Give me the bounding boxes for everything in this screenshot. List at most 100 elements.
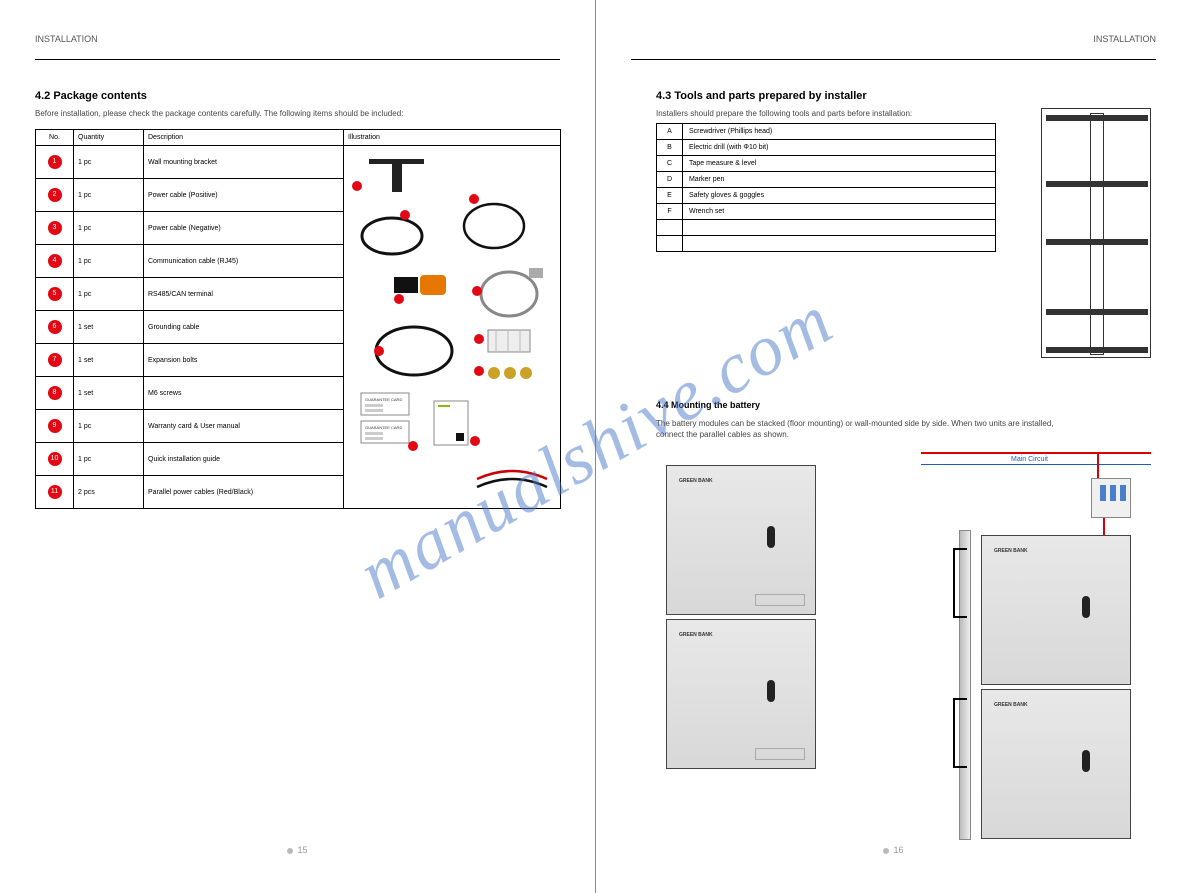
row-dot: 1 bbox=[36, 146, 74, 179]
section-4-4-title: 4.4 Mounting the battery bbox=[596, 400, 760, 410]
breaker-switch-icon bbox=[1110, 485, 1116, 501]
wire-black bbox=[953, 698, 967, 768]
parallel-cables-icon bbox=[472, 461, 552, 501]
left-header: INSTALLATION bbox=[0, 28, 595, 44]
battery-unit: GREEN BANK bbox=[981, 535, 1131, 685]
red-dot-icon: 8 bbox=[48, 386, 62, 400]
battery-unit: GREEN BANK bbox=[981, 689, 1131, 839]
led-panel-icon bbox=[767, 526, 775, 548]
bracket-rail bbox=[1090, 113, 1104, 355]
red-dot-icon: 5 bbox=[48, 287, 62, 301]
row-desc: Parallel power cables (Red/Black) bbox=[144, 476, 344, 509]
row-qty: 1 pc bbox=[74, 443, 144, 476]
cell-key: A bbox=[657, 124, 683, 140]
battery-unit: GREEN BANK bbox=[666, 465, 816, 615]
cell-key: C bbox=[657, 156, 683, 172]
table-row: DMarker pen bbox=[657, 172, 996, 188]
led-panel-icon bbox=[767, 680, 775, 702]
row-qty: 1 pc bbox=[74, 245, 144, 278]
table-row: AScrewdriver (Phillips head) bbox=[657, 124, 996, 140]
red-dot-icon: 10 bbox=[48, 452, 62, 466]
section-4-4-intro: The battery modules can be stacked (floo… bbox=[596, 418, 1096, 440]
bracket-arm bbox=[1046, 347, 1148, 353]
brand-label: GREEN BANK bbox=[679, 632, 713, 638]
breaker-switch-icon bbox=[1120, 485, 1126, 501]
bracket-icon bbox=[364, 154, 429, 194]
row-dot: 9 bbox=[36, 410, 74, 443]
warranty-card-icon: GUARANTEE CARD GUARANTEE CARD bbox=[359, 391, 414, 451]
cable-icon bbox=[459, 196, 529, 256]
table-row bbox=[657, 220, 996, 236]
battery-stack-side: GREEN BANK GREEN BANK bbox=[981, 535, 1131, 843]
two-page-spread: INSTALLATION 4.2 Package contents Before… bbox=[0, 0, 1191, 893]
tools-table: AScrewdriver (Phillips head) BElectric d… bbox=[656, 123, 996, 252]
battery-stack-front: GREEN BANK GREEN BANK bbox=[666, 465, 816, 773]
bracket-arm bbox=[1046, 309, 1148, 315]
brand-label: GREEN BANK bbox=[994, 548, 1028, 554]
cell-val: Safety gloves & goggles bbox=[682, 188, 995, 204]
cell-val bbox=[682, 236, 995, 252]
screws-icon bbox=[484, 361, 534, 386]
cell-key bbox=[657, 220, 683, 236]
red-dot-icon: 11 bbox=[48, 485, 62, 499]
bolts-icon bbox=[484, 326, 534, 356]
red-dot-icon: 7 bbox=[48, 353, 62, 367]
wire-blue bbox=[921, 464, 1151, 465]
table-row: 1 1 pc Wall mounting bracket bbox=[36, 146, 561, 179]
page-num-text: 16 bbox=[893, 845, 903, 855]
red-dot-icon: 9 bbox=[48, 419, 62, 433]
cell-key: D bbox=[657, 172, 683, 188]
cell-val: Tape measure & level bbox=[682, 156, 995, 172]
red-dot-icon bbox=[474, 366, 484, 376]
th-qty: Quantity bbox=[74, 130, 144, 146]
page-num-text: 15 bbox=[297, 845, 307, 855]
right-header: INSTALLATION bbox=[596, 28, 1191, 44]
cell-key: B bbox=[657, 140, 683, 156]
table-row: FWrench set bbox=[657, 204, 996, 220]
cell-val: Marker pen bbox=[682, 172, 995, 188]
row-qty: 1 pc bbox=[74, 179, 144, 212]
th-desc: Description bbox=[144, 130, 344, 146]
section-4-2-title: 4.2 Package contents bbox=[0, 60, 595, 108]
cell-key: F bbox=[657, 204, 683, 220]
red-dot-icon bbox=[470, 436, 480, 446]
th-illustration: Illustration bbox=[344, 130, 561, 146]
rating-label bbox=[755, 594, 805, 606]
row-qty: 1 pc bbox=[74, 146, 144, 179]
table-row bbox=[657, 236, 996, 252]
red-dot-icon: 6 bbox=[48, 320, 62, 334]
brand-label: GREEN BANK bbox=[679, 478, 713, 484]
section-4-2-intro: Before installation, please check the pa… bbox=[0, 108, 595, 119]
red-dot-icon: 3 bbox=[48, 221, 62, 235]
row-qty: 1 set bbox=[74, 344, 144, 377]
row-dot: 8 bbox=[36, 377, 74, 410]
led-panel-icon bbox=[1082, 596, 1090, 618]
bracket-diagram bbox=[1041, 108, 1151, 358]
row-desc: Grounding cable bbox=[144, 311, 344, 344]
led-panel-icon bbox=[1082, 750, 1090, 772]
table-row: CTape measure & level bbox=[657, 156, 996, 172]
red-dot-icon: 4 bbox=[48, 254, 62, 268]
illustration-cell: GUARANTEE CARD GUARANTEE CARD bbox=[344, 146, 561, 509]
red-dot-icon bbox=[474, 334, 484, 344]
red-dot-icon: 1 bbox=[48, 155, 62, 169]
table-row: BElectric drill (with Φ10 bit) bbox=[657, 140, 996, 156]
coil-cable-icon bbox=[474, 266, 544, 321]
bracket-arm bbox=[1046, 115, 1148, 121]
breaker-switch-icon bbox=[1100, 485, 1106, 501]
svg-text:GUARANTEE CARD: GUARANTEE CARD bbox=[365, 425, 402, 430]
row-dot: 10 bbox=[36, 443, 74, 476]
cell-val: Screwdriver (Phillips head) bbox=[682, 124, 995, 140]
right-page: INSTALLATION 4.3 Tools and parts prepare… bbox=[596, 0, 1191, 893]
cell-val: Electric drill (with Φ10 bit) bbox=[682, 140, 995, 156]
wire-black bbox=[953, 548, 967, 618]
row-desc: M6 screws bbox=[144, 377, 344, 410]
row-qty: 1 set bbox=[74, 377, 144, 410]
red-dot-icon bbox=[394, 294, 404, 304]
row-dot: 11 bbox=[36, 476, 74, 509]
row-desc: Wall mounting bracket bbox=[144, 146, 344, 179]
bracket-arm bbox=[1046, 181, 1148, 187]
section-4-3-title: 4.3 Tools and parts prepared by installe… bbox=[596, 60, 1191, 108]
row-desc: Communication cable (RJ45) bbox=[144, 245, 344, 278]
table-row: ESafety gloves & goggles bbox=[657, 188, 996, 204]
